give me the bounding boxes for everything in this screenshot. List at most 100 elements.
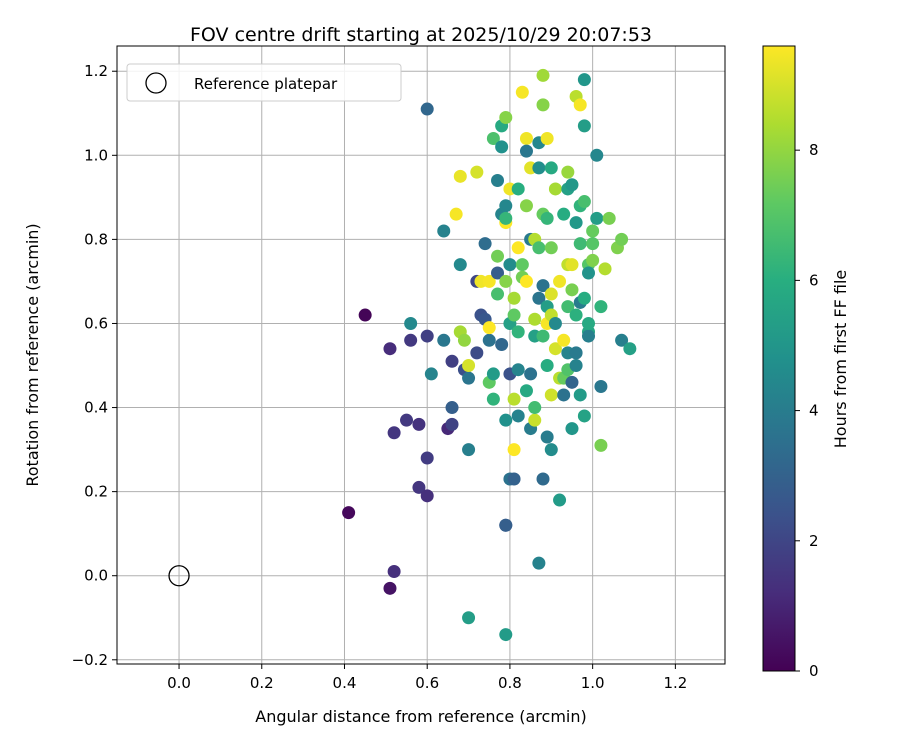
- data-point: [565, 258, 579, 272]
- data-point: [462, 359, 476, 373]
- data-point: [536, 68, 550, 82]
- data-point: [544, 241, 558, 255]
- data-point: [532, 291, 546, 305]
- data-point: [424, 367, 438, 381]
- data-point: [495, 140, 509, 154]
- data-point: [577, 409, 591, 423]
- data-point: [524, 367, 538, 381]
- data-point: [387, 565, 401, 579]
- data-point: [445, 417, 459, 431]
- x-tick-label: 0.8: [498, 674, 522, 692]
- y-tick-label: −0.2: [72, 651, 108, 669]
- x-tick-label: 0.0: [167, 674, 191, 692]
- x-tick-label: 1.0: [581, 674, 605, 692]
- y-tick-label: 0.4: [84, 399, 108, 417]
- y-tick-label: 0.2: [84, 483, 108, 501]
- data-point: [569, 308, 583, 322]
- data-point: [573, 98, 587, 112]
- data-point: [544, 388, 558, 402]
- data-point: [540, 359, 554, 373]
- data-point: [457, 333, 471, 347]
- colorbar-tick-label: 6: [809, 271, 819, 289]
- y-tick-label: 0.8: [84, 230, 108, 248]
- data-point: [544, 287, 558, 301]
- data-point: [437, 224, 451, 238]
- data-point: [536, 472, 550, 486]
- data-point: [586, 253, 600, 267]
- x-axis-ticks: 0.0 0.2 0.4 0.6 0.8 1.0 1.2: [167, 664, 687, 692]
- data-point: [445, 354, 459, 368]
- data-point: [553, 274, 567, 288]
- data-points: [342, 68, 637, 642]
- data-point: [482, 274, 496, 288]
- data-point: [420, 102, 434, 116]
- data-point: [507, 443, 521, 457]
- data-point: [511, 363, 525, 377]
- y-tick-label: 1.0: [84, 146, 108, 164]
- data-point: [499, 110, 513, 124]
- data-point: [565, 422, 579, 436]
- colorbar-ticks: 0 2 4 6 8: [795, 141, 819, 680]
- x-tick-label: 0.4: [333, 674, 357, 692]
- legend: Reference platepar: [126, 63, 402, 102]
- data-point: [486, 367, 500, 381]
- data-point: [491, 249, 505, 263]
- y-axis-ticks: −0.2 0.0 0.2 0.4 0.6 0.8 1.0 1.2: [72, 62, 117, 669]
- data-point: [383, 342, 397, 356]
- data-point: [528, 312, 542, 326]
- data-point: [342, 506, 356, 520]
- data-point: [511, 241, 525, 255]
- data-point: [615, 333, 629, 347]
- reference-point-marker: [168, 565, 190, 587]
- data-point: [528, 413, 542, 427]
- data-point: [590, 211, 604, 225]
- data-point: [557, 333, 571, 347]
- data-point: [486, 131, 500, 145]
- data-point: [462, 371, 476, 385]
- data-point: [404, 333, 418, 347]
- data-point: [598, 262, 612, 276]
- data-point: [577, 73, 591, 87]
- data-point: [482, 333, 496, 347]
- colorbar-tick-label: 2: [809, 532, 819, 550]
- data-point: [615, 232, 629, 246]
- chart-title: FOV centre drift starting at 2025/10/29 …: [190, 24, 652, 46]
- data-point: [582, 266, 596, 280]
- data-point: [449, 207, 463, 221]
- y-tick-label: 0.0: [84, 567, 108, 585]
- colorbar-tick-label: 0: [809, 662, 819, 680]
- data-point: [565, 375, 579, 389]
- data-point: [437, 333, 451, 347]
- data-point: [557, 207, 571, 221]
- data-point: [544, 443, 558, 457]
- data-point: [561, 165, 575, 179]
- data-point: [412, 417, 426, 431]
- colorbar-label: Hours from first FF file: [831, 270, 850, 449]
- data-point: [519, 384, 533, 398]
- data-point: [470, 165, 484, 179]
- data-point: [486, 392, 500, 406]
- data-point: [491, 266, 505, 280]
- data-point: [577, 119, 591, 133]
- data-point: [462, 611, 476, 625]
- data-point: [569, 346, 583, 360]
- data-point: [412, 480, 426, 494]
- grid-lines: [117, 46, 725, 664]
- data-point: [511, 409, 525, 423]
- data-point: [420, 489, 434, 503]
- data-point: [420, 451, 434, 465]
- data-point: [540, 131, 554, 145]
- data-point: [491, 287, 505, 301]
- data-point: [532, 161, 546, 175]
- data-point: [499, 518, 513, 532]
- data-point: [565, 283, 579, 297]
- data-point: [623, 342, 637, 356]
- data-point: [582, 329, 596, 343]
- data-point: [536, 279, 550, 293]
- data-point: [586, 224, 600, 238]
- data-point: [548, 182, 562, 196]
- data-point: [499, 628, 513, 642]
- x-tick-label: 0.2: [250, 674, 274, 692]
- data-point: [536, 329, 550, 343]
